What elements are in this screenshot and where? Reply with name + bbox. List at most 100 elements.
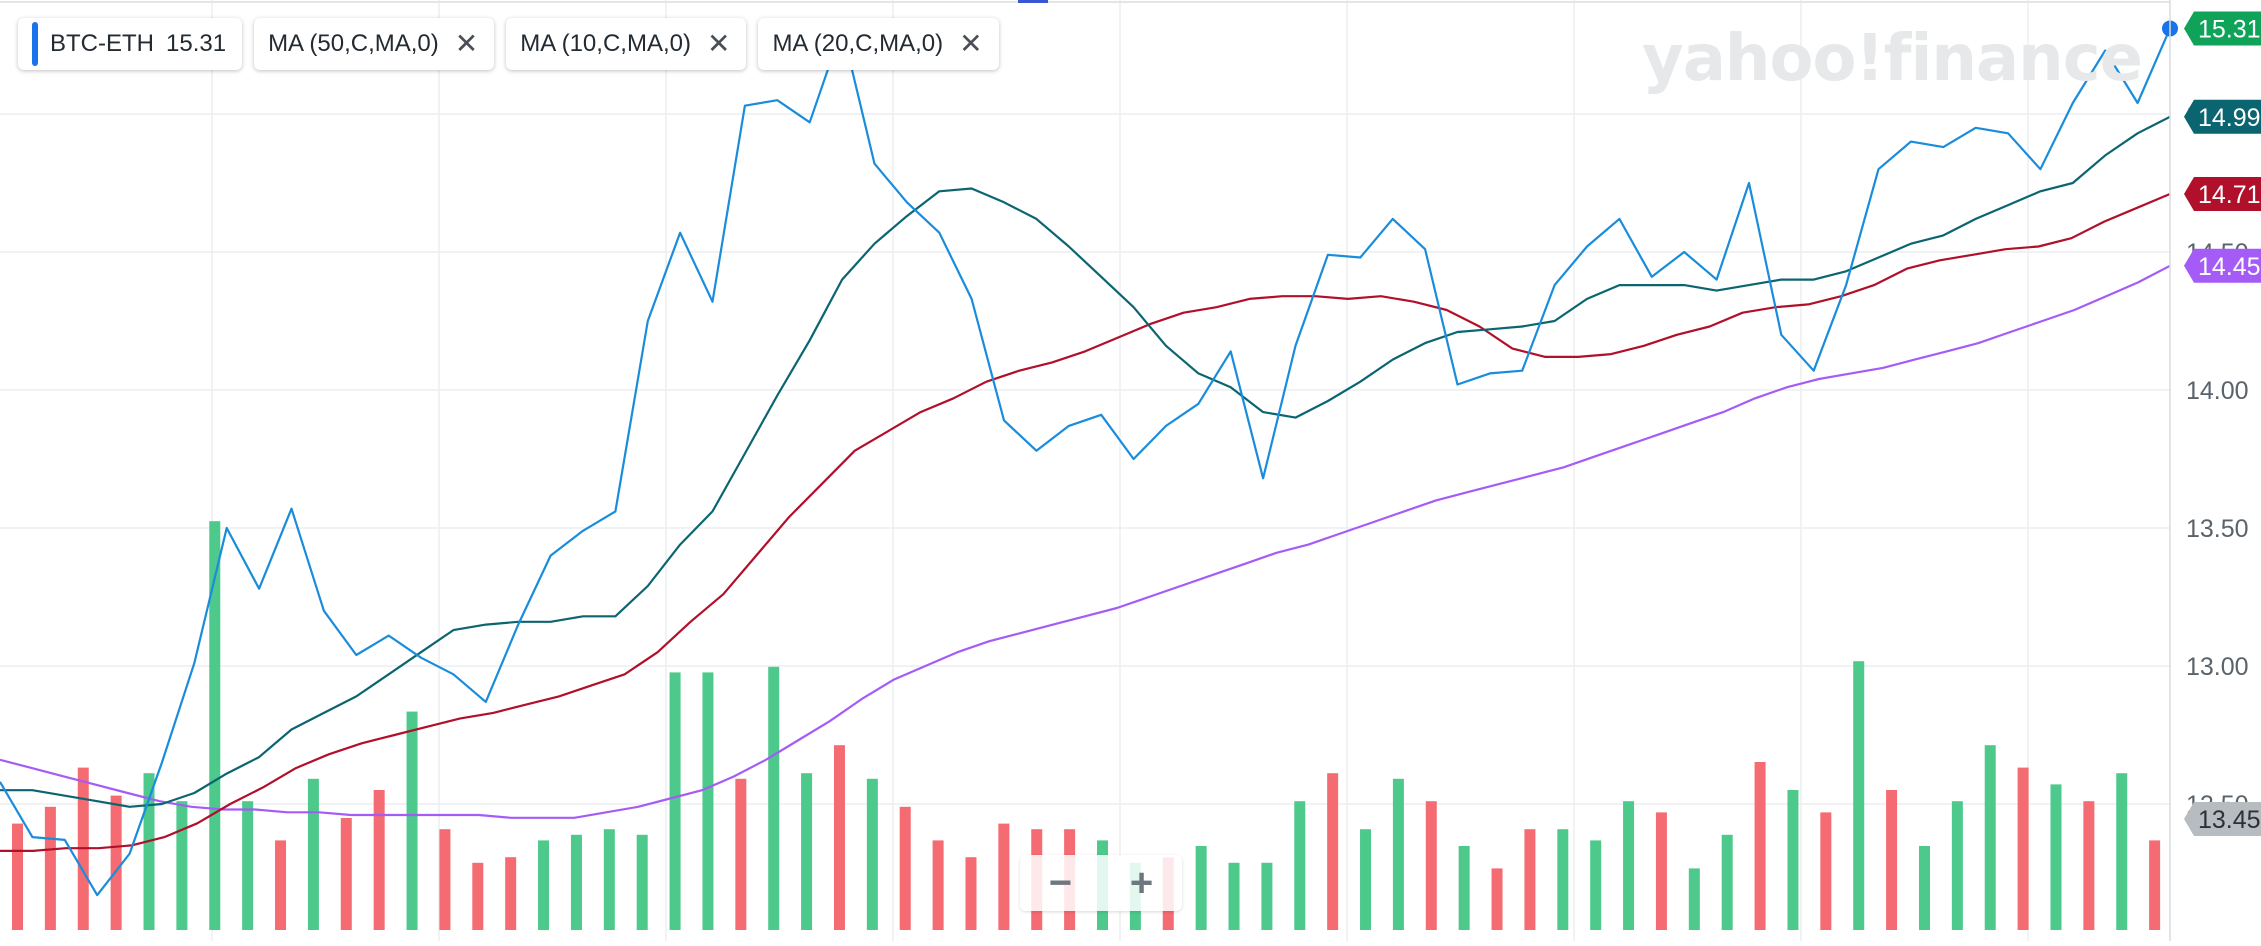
volume-bar — [636, 834, 648, 930]
volume-bar — [2149, 840, 2161, 930]
volume-bar — [1261, 862, 1273, 930]
volume-bar — [1655, 812, 1667, 930]
volume-bar — [2116, 773, 2128, 930]
price-tag-background — [2184, 248, 2261, 283]
volume-bar — [801, 773, 813, 930]
volume-bar — [998, 823, 1010, 930]
ma10-tag: 14.99 — [2184, 99, 2261, 134]
volume-bar — [1787, 790, 1799, 930]
volume-bar — [439, 829, 451, 930]
range-marker — [1018, 0, 1048, 3]
volume-bar — [406, 711, 418, 930]
volume-bar — [143, 773, 155, 930]
volume-bar — [1984, 745, 1996, 930]
volume-bar — [1458, 846, 1470, 930]
volume-bar — [2017, 767, 2029, 930]
yahoo-finance-logo: yahoo!finance — [1642, 22, 2143, 96]
price-tag-background — [2184, 177, 2261, 212]
volume-bar — [1754, 762, 1766, 930]
ma10-label: MA (10,C,MA,0) — [520, 30, 691, 57]
volume-bar — [833, 745, 845, 930]
volume-bar — [209, 521, 221, 930]
volume-bar — [1886, 790, 1898, 930]
volume-bar — [899, 806, 911, 930]
volume-bar — [505, 857, 517, 930]
volume-bar — [1360, 829, 1372, 930]
volume-bar — [570, 834, 582, 930]
volume-bar — [932, 840, 944, 930]
y-tick-label: 13.00 — [2186, 653, 2249, 681]
volume-bar — [176, 801, 188, 930]
volume-bar — [735, 778, 747, 930]
price-tag-background — [2184, 11, 2261, 46]
volume-bar — [603, 829, 615, 930]
volume-bar — [307, 778, 319, 930]
price-line — [0, 27, 2172, 897]
volume-bar — [669, 672, 681, 930]
price-tag-background — [2184, 99, 2261, 134]
volume-bar — [1623, 801, 1635, 930]
volume-bar — [702, 672, 714, 930]
zoom-controls: − + — [1020, 855, 1182, 911]
volume-bar — [275, 840, 287, 930]
volume-bar — [1425, 801, 1437, 930]
close-icon[interactable]: ✕ — [706, 28, 731, 59]
volume-bar — [1820, 812, 1832, 930]
ma20-label: MA (20,C,MA,0) — [772, 30, 944, 57]
volume-bar — [373, 790, 385, 930]
volume-bar — [866, 778, 878, 930]
legend-chip-ma20[interactable]: MA (20,C,MA,0) ✕ — [758, 18, 999, 70]
zoom-out-button[interactable]: − — [1048, 860, 1073, 905]
volume-bar — [965, 857, 977, 930]
volume-bar — [1294, 801, 1306, 930]
ma50-label: MA (50,C,MA,0) — [268, 30, 439, 57]
volume-bar — [472, 862, 484, 930]
volume-bar — [1524, 829, 1536, 930]
volume-bar — [768, 666, 780, 930]
y-tick-label: 14.00 — [2186, 377, 2249, 405]
ma20-tag: 14.71 — [2184, 177, 2261, 212]
volume-bar — [44, 806, 56, 930]
zoom-in-button[interactable]: + — [1129, 860, 1154, 905]
volume-bar — [1688, 868, 1700, 930]
volume-bar — [1327, 773, 1339, 930]
volume-bar — [1392, 778, 1404, 930]
price-tag-label: 14.99 — [2198, 104, 2261, 132]
legend-chip-ma50[interactable]: MA (50,C,MA,0) ✕ — [254, 18, 495, 70]
symbol-value: 15.31 — [166, 30, 227, 57]
volume-bar — [242, 801, 254, 930]
volume-bar — [1721, 834, 1733, 930]
price-tag-label: 14.45 — [2198, 253, 2261, 281]
legend: BTC-ETH 15.31 MA (50,C,MA,0) ✕ MA (10,C,… — [18, 18, 999, 70]
volume-bar — [1228, 862, 1240, 930]
volume-bar — [110, 795, 122, 930]
close-icon[interactable]: ✕ — [959, 28, 983, 59]
ma50-line — [0, 264, 2171, 819]
volume-bar — [2050, 784, 2062, 930]
volume-bar — [1918, 846, 1930, 930]
legend-chip-ma10[interactable]: MA (10,C,MA,0) ✕ — [506, 18, 747, 70]
y-tick-label: 13.50 — [2186, 515, 2249, 543]
volume-bar — [1590, 840, 1602, 930]
volume-tag: 13.45 — [2184, 802, 2261, 836]
volume-bar — [1491, 868, 1503, 930]
volume-bar — [340, 818, 352, 930]
volume-bar — [2083, 801, 2095, 930]
ma50-tag: 14.45 — [2184, 248, 2261, 283]
volume-bar — [1853, 661, 1865, 930]
volume-bar — [1195, 846, 1207, 930]
symbol-label: BTC-ETH — [50, 30, 154, 57]
price-tag: 15.31 — [2184, 11, 2261, 46]
volume-bar — [538, 840, 550, 930]
ma10-line — [0, 115, 2171, 808]
volume-bar — [12, 823, 23, 930]
legend-chip-btc-eth[interactable]: BTC-ETH 15.31 — [18, 18, 243, 70]
price-tag-background — [2184, 802, 2261, 836]
ma20-line — [0, 192, 2171, 853]
price-tag-label: 15.31 — [2198, 15, 2261, 43]
price-tag-label: 13.45 — [2198, 806, 2261, 834]
series-color-bar — [32, 22, 38, 66]
close-icon[interactable]: ✕ — [454, 28, 479, 59]
